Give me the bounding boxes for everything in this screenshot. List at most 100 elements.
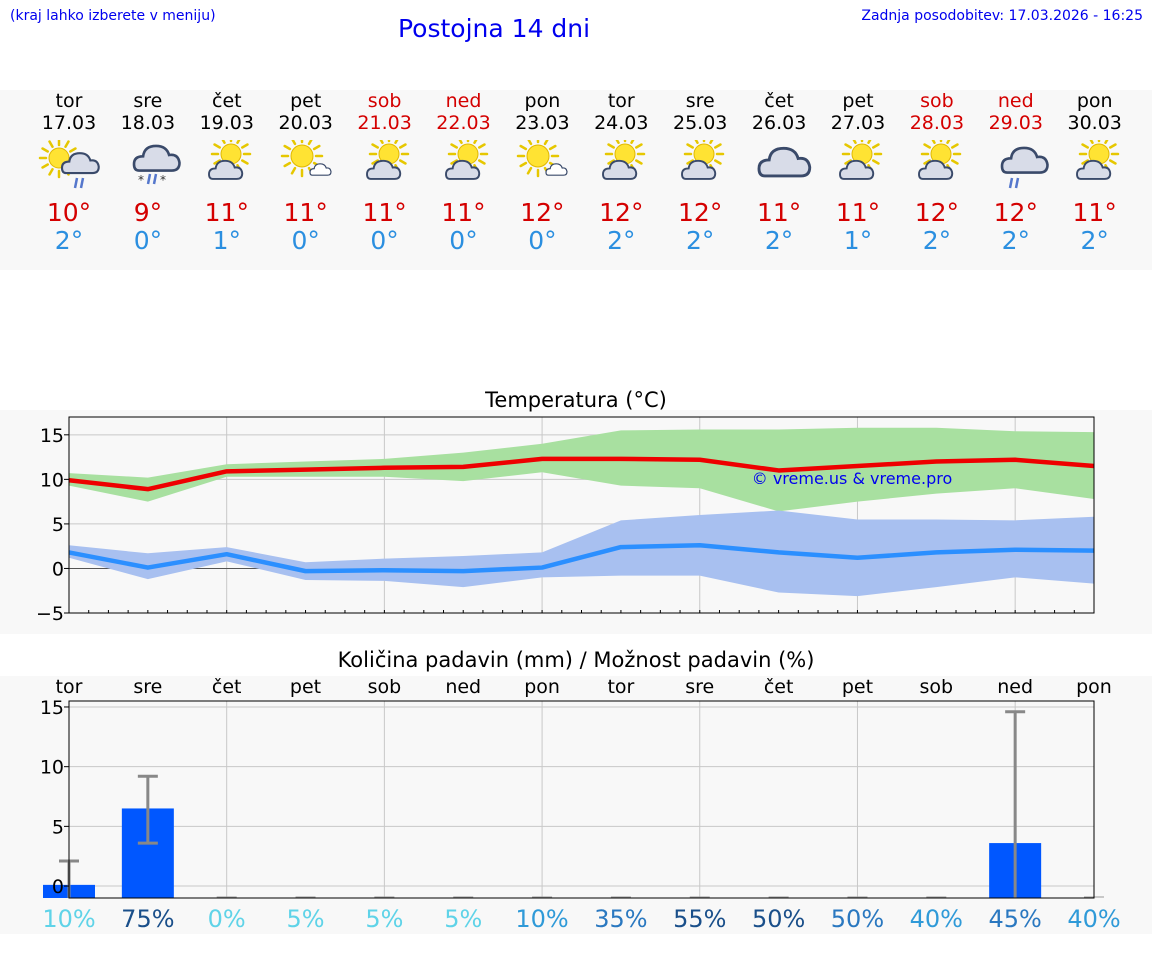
cloudy-rain-icon <box>976 140 1056 198</box>
day-min-temp: 2° <box>1080 226 1109 255</box>
day-max-temp: 10° <box>46 198 92 227</box>
y-tick-label: 10 <box>40 469 64 491</box>
y-tick-label: 5 <box>52 514 64 536</box>
category-label: ned <box>997 676 1033 698</box>
precipitation-chart-title: Količina padavin (mm) / Možnost padavin … <box>337 648 815 672</box>
day-min-temp: 0° <box>133 226 163 255</box>
y-tick-label: 0 <box>52 558 64 580</box>
precipitation-chart: tor sre čet pet sob ned pon tor sre čet pet sob ned p… <box>40 676 1121 933</box>
partly-cloudy-icon <box>818 133 898 198</box>
temperature-chart: −5 0 5 10 15 © vreme.us & vreme.pro <box>36 416 1095 625</box>
day-date: 21.03 <box>357 112 412 134</box>
cloudy-sleet-icon: * * <box>108 140 188 198</box>
y-tick-label: −5 <box>36 603 64 625</box>
day-weekday: sob <box>367 90 402 112</box>
precip-probability: 45% <box>988 905 1041 933</box>
day-date: 20.03 <box>278 112 333 134</box>
day-weekday: pet <box>842 90 874 112</box>
precip-probability: 10% <box>515 905 568 933</box>
day-min-temp: 2° <box>1001 226 1030 255</box>
category-label: sob <box>368 676 402 698</box>
day-min-temp: 2° <box>764 226 794 255</box>
day-min-temp: 2° <box>607 226 636 255</box>
day-max-temp: 11° <box>756 198 802 227</box>
partly-cloudy-icon <box>1055 133 1135 198</box>
category-label: tor <box>56 676 83 698</box>
day-max-temp: 11° <box>362 198 407 227</box>
day-min-temp: 0° <box>449 226 478 255</box>
precip-probability: 5% <box>286 905 324 933</box>
day-max-temp: 12° <box>993 198 1038 227</box>
y-tick-label: 15 <box>40 425 64 447</box>
day-min-temp: 0° <box>370 226 399 255</box>
day-weekday: sre <box>133 90 163 112</box>
day-weekday: ned <box>445 90 482 112</box>
day-date: 23.03 <box>515 112 570 134</box>
cloudy-icon <box>739 140 819 198</box>
day-date: 30.03 <box>1067 112 1122 134</box>
day-date: 19.03 <box>199 112 254 134</box>
day-min-temp: 1° <box>843 226 873 255</box>
y-tick-label: 5 <box>52 816 64 838</box>
category-label: tor <box>607 676 634 698</box>
day-date: 28.03 <box>909 112 965 134</box>
last-updated: Zadnja posodobitev: 17.03.2026 - 16:25 <box>861 8 1143 24</box>
day-weekday: ned <box>997 90 1034 112</box>
day-max-temp: 11° <box>441 198 486 227</box>
precip-probability: 40% <box>910 905 963 933</box>
category-label: pon <box>1076 676 1112 698</box>
day-min-temp: 2° <box>54 226 84 255</box>
day-min-temp: 2° <box>685 226 715 255</box>
day-weekday: tor <box>607 90 635 112</box>
svg-text:*: * <box>160 173 166 187</box>
day-date: 26.03 <box>751 112 807 134</box>
y-tick-label: 0 <box>52 876 64 898</box>
partly-cloudy-icon <box>581 133 661 198</box>
watermark: © vreme.us & vreme.pro <box>752 469 953 488</box>
partly-cloudy-icon <box>345 133 425 198</box>
day-max-temp: 12° <box>520 198 565 227</box>
category-label: sre <box>133 676 162 698</box>
precip-probability: 5% <box>444 905 482 933</box>
day-max-temp: 11° <box>204 198 249 227</box>
day-max-temp: 11° <box>1072 198 1117 227</box>
precip-probability: 55% <box>673 905 726 933</box>
day-weekday: pon <box>524 90 561 112</box>
precip-probability: 50% <box>831 905 884 933</box>
precip-probability: 35% <box>594 905 647 933</box>
partly-cloudy-icon <box>187 133 267 198</box>
day-max-temp: 11° <box>835 198 881 227</box>
day-date: 17.03 <box>41 112 97 134</box>
day-weekday: tor <box>55 90 83 112</box>
day-max-temp: 9° <box>133 198 163 227</box>
precip-probability: 5% <box>365 905 403 933</box>
day-weekday: pon <box>1076 90 1113 112</box>
day-date: 22.03 <box>436 112 491 134</box>
y-tick-label: 15 <box>40 697 64 719</box>
day-min-temp: 0° <box>291 226 320 255</box>
day-date: 25.03 <box>672 112 728 134</box>
location-hint[interactable]: (kraj lahko izberete v meniju) <box>10 8 216 24</box>
partly-cloudy-rain-icon <box>29 137 109 198</box>
day-max-temp: 12° <box>678 198 723 227</box>
day-date: 24.03 <box>594 112 649 134</box>
category-label: čet <box>212 676 242 698</box>
partly-cloudy-icon <box>897 133 977 198</box>
day-weekday: sob <box>920 90 954 112</box>
min-temp-line <box>68 543 1095 574</box>
y-tick-label: 10 <box>40 757 64 779</box>
precip-probability: 50% <box>752 905 805 933</box>
day-date: 27.03 <box>830 112 886 134</box>
category-label: čet <box>764 676 794 698</box>
day-min-temp: 1° <box>212 226 241 255</box>
max-temp-band <box>69 427 1094 512</box>
day-date: 29.03 <box>988 112 1043 134</box>
precip-probability: 10% <box>42 905 95 933</box>
spacer <box>0 270 1152 365</box>
day-max-temp: 12° <box>914 198 960 227</box>
day-weekday: čet <box>764 90 794 112</box>
plot-frame <box>68 700 1095 899</box>
category-label: sob <box>920 676 954 698</box>
category-label: pet <box>290 676 321 698</box>
day-min-temp: 0° <box>528 226 557 255</box>
